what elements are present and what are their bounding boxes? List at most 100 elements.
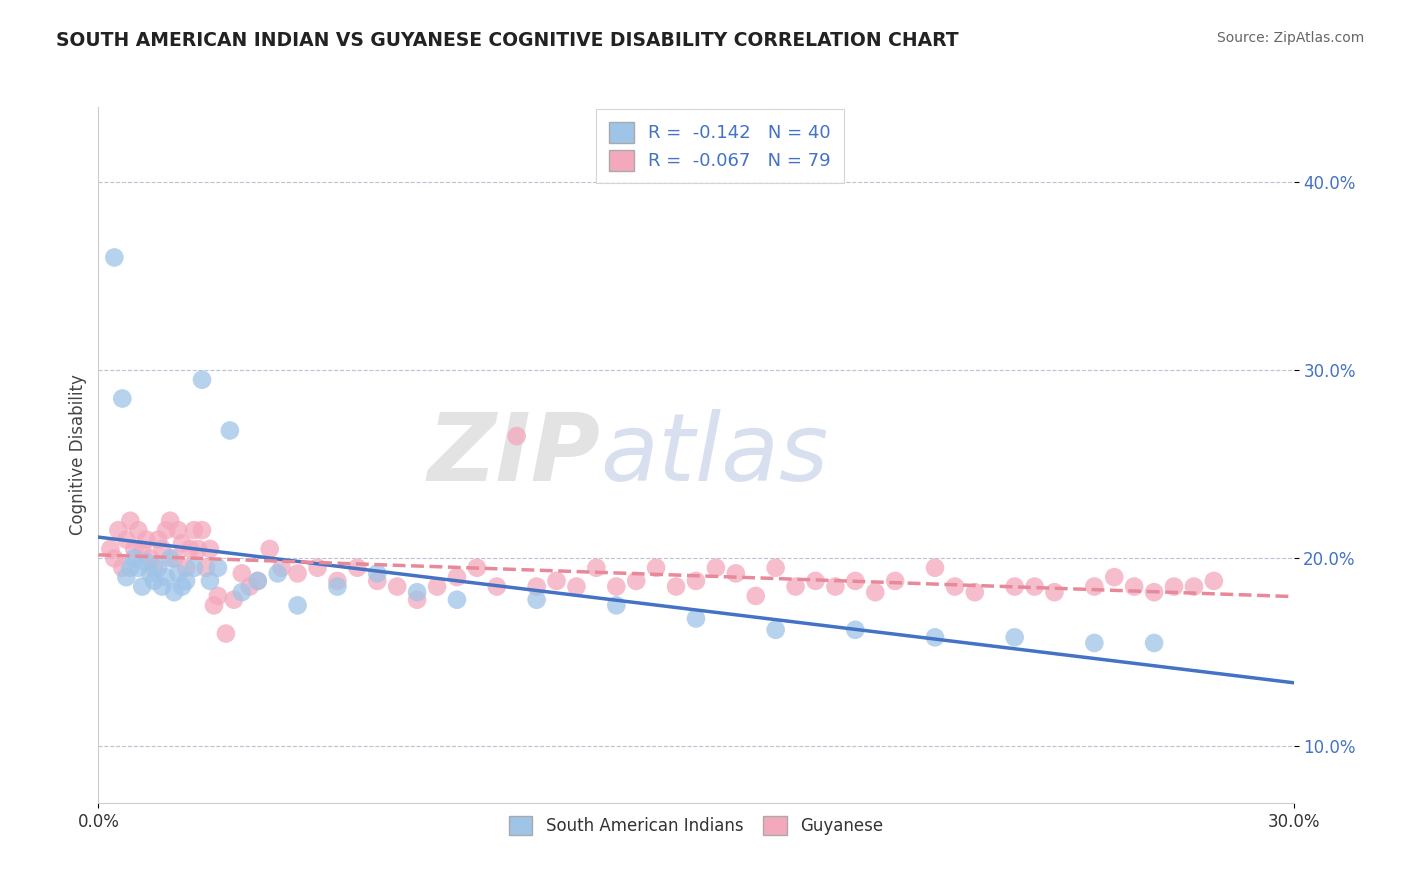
Point: [231, 585, 253, 599]
Point: [131, 541, 153, 556]
Point: [865, 585, 887, 599]
Point: [366, 566, 388, 581]
Point: [246, 574, 269, 588]
Point: [191, 523, 214, 537]
Point: [179, 541, 201, 556]
Point: [163, 551, 186, 566]
Point: [231, 566, 253, 581]
Point: [259, 541, 281, 556]
Point: [765, 560, 787, 574]
Point: [148, 533, 170, 547]
Point: [1104, 570, 1126, 584]
Point: [526, 580, 548, 594]
Legend: South American Indians, Guyanese: South American Indians, Guyanese: [501, 807, 891, 843]
Point: [127, 560, 149, 574]
Point: [111, 560, 134, 574]
Point: [1004, 630, 1026, 644]
Point: [1202, 574, 1225, 588]
Point: [745, 589, 768, 603]
Point: [155, 523, 177, 537]
Point: [195, 560, 218, 574]
Point: [1143, 585, 1166, 599]
Point: [287, 599, 309, 613]
Point: [198, 574, 221, 588]
Text: atlas: atlas: [600, 409, 828, 500]
Point: [246, 574, 269, 588]
Point: [167, 566, 190, 581]
Point: [704, 560, 727, 574]
Point: [150, 541, 173, 556]
Point: [526, 592, 548, 607]
Point: [605, 580, 627, 594]
Point: [198, 541, 221, 556]
Text: ZIP: ZIP: [427, 409, 600, 501]
Point: [1004, 580, 1026, 594]
Point: [120, 514, 142, 528]
Point: [724, 566, 747, 581]
Point: [485, 580, 508, 594]
Point: [139, 566, 162, 581]
Point: [267, 566, 290, 581]
Point: [943, 580, 966, 594]
Point: [963, 585, 986, 599]
Point: [585, 560, 607, 574]
Point: [131, 580, 153, 594]
Point: [287, 566, 309, 581]
Point: [120, 560, 142, 574]
Point: [844, 574, 866, 588]
Point: [884, 574, 907, 588]
Point: [159, 551, 181, 566]
Point: [270, 560, 292, 574]
Point: [1163, 580, 1185, 594]
Point: [307, 560, 329, 574]
Point: [1083, 636, 1105, 650]
Point: [785, 580, 807, 594]
Point: [406, 592, 429, 607]
Point: [139, 551, 162, 566]
Point: [202, 599, 225, 613]
Point: [127, 523, 149, 537]
Point: [172, 580, 194, 594]
Point: [446, 570, 468, 584]
Point: [1043, 585, 1066, 599]
Point: [174, 560, 197, 574]
Point: [326, 574, 349, 588]
Point: [150, 580, 173, 594]
Point: [115, 570, 138, 584]
Point: [103, 251, 125, 265]
Point: [645, 560, 668, 574]
Point: [135, 533, 157, 547]
Point: [115, 533, 138, 547]
Point: [804, 574, 827, 588]
Point: [98, 541, 122, 556]
Point: [844, 623, 866, 637]
Point: [426, 580, 449, 594]
Point: [187, 541, 209, 556]
Point: [148, 560, 170, 574]
Point: [219, 424, 242, 438]
Point: [172, 536, 194, 550]
Point: [546, 574, 568, 588]
Point: [626, 574, 648, 588]
Point: [155, 570, 177, 584]
Point: [346, 560, 368, 574]
Point: [506, 429, 529, 443]
Point: [446, 592, 468, 607]
Point: [143, 560, 166, 574]
Point: [124, 551, 146, 566]
Point: [366, 574, 388, 588]
Point: [1182, 580, 1205, 594]
Point: [207, 589, 229, 603]
Point: [1143, 636, 1166, 650]
Point: [605, 599, 627, 613]
Point: [385, 580, 409, 594]
Text: Source: ZipAtlas.com: Source: ZipAtlas.com: [1216, 31, 1364, 45]
Point: [685, 574, 707, 588]
Point: [103, 551, 125, 566]
Point: [215, 626, 238, 640]
Point: [222, 592, 245, 607]
Point: [183, 560, 205, 574]
Text: SOUTH AMERICAN INDIAN VS GUYANESE COGNITIVE DISABILITY CORRELATION CHART: SOUTH AMERICAN INDIAN VS GUYANESE COGNIT…: [56, 31, 959, 50]
Point: [924, 630, 946, 644]
Point: [1123, 580, 1146, 594]
